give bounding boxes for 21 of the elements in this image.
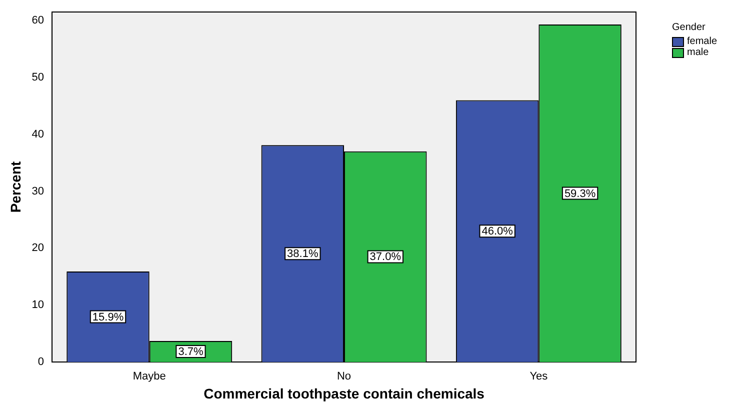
x-axis-title: Commercial toothpaste contain chemicals (204, 385, 485, 402)
data-label: 46.0% (482, 226, 514, 238)
y-tick-label: 30 (32, 185, 44, 198)
y-tick-label: 10 (32, 299, 44, 312)
y-axis-title: Percent (7, 160, 24, 213)
y-tick-label: 20 (32, 242, 44, 254)
legend-label: female (687, 36, 718, 47)
y-tick-label: 50 (32, 71, 44, 84)
x-tick-label: Maybe (132, 370, 166, 383)
data-label: 38.1% (287, 248, 318, 260)
x-tick-label: No (336, 370, 352, 383)
data-label: 37.0% (370, 251, 402, 264)
data-label: 3.7% (178, 346, 204, 358)
legend-label: male (687, 47, 709, 58)
y-tick-label: 0 (38, 356, 44, 368)
x-tick-label: Yes (530, 370, 548, 383)
y-tick-label: 40 (32, 128, 44, 140)
data-label: 15.9% (92, 311, 124, 324)
y-tick-label: 60 (32, 14, 44, 27)
legend-title: Gender (672, 22, 706, 33)
data-label: 59.3% (564, 188, 596, 200)
